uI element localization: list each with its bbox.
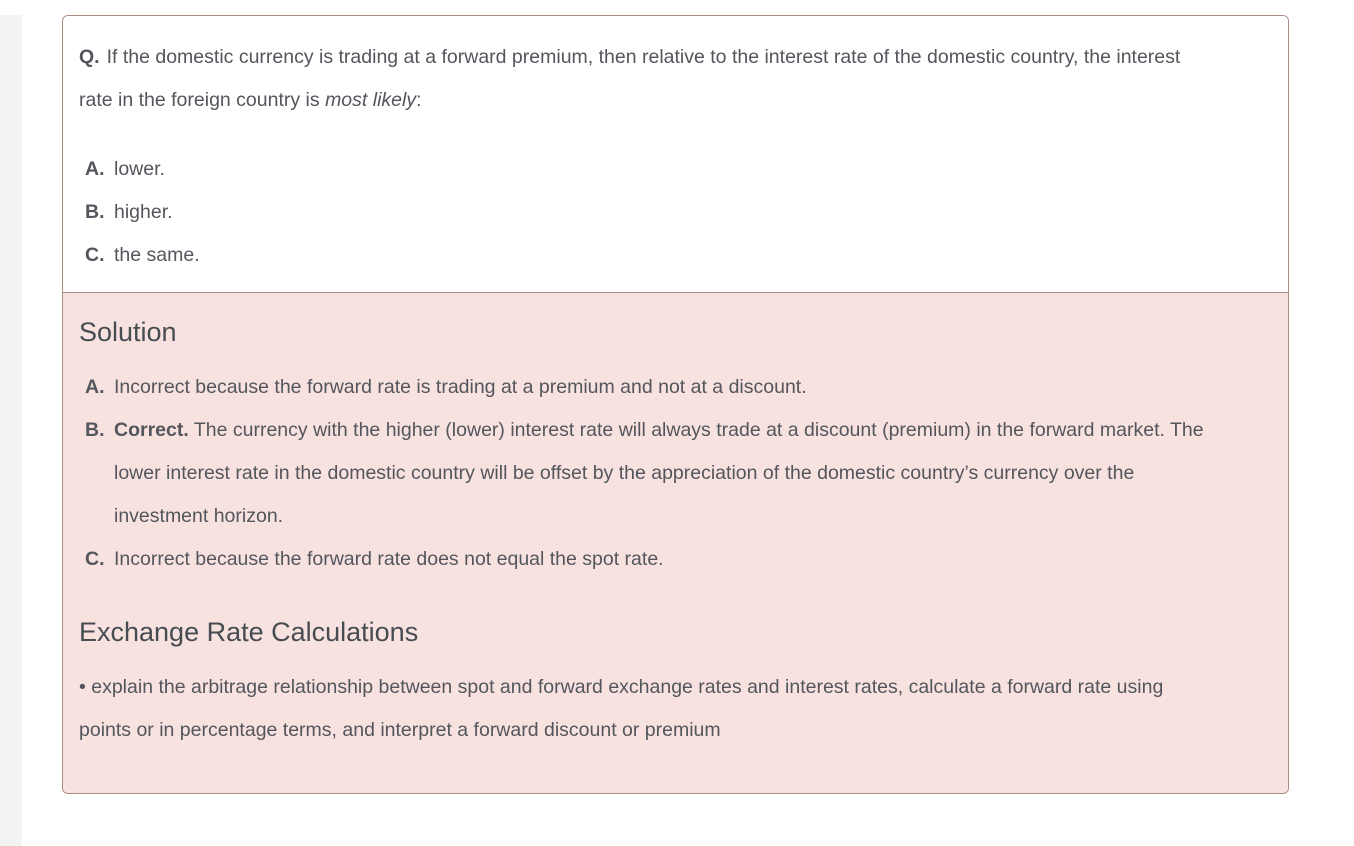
question-italic: most likely <box>325 89 417 111</box>
question-card: Q. If the domestic currency is trading at… <box>62 15 1289 794</box>
solution-answer-b-text: Correct. The currency with the higher (l… <box>114 419 1204 527</box>
question-label: Q. <box>79 46 100 68</box>
question-suffix: : <box>416 89 422 111</box>
option-c-text: the same. <box>114 244 200 266</box>
solution-answer-b-bold: Correct. <box>114 419 189 441</box>
solution-answers: A. Incorrect because the forward rate is… <box>79 366 1272 581</box>
option-c: C. the same. <box>79 234 1272 277</box>
solution-section: Solution A. Incorrect because the forwar… <box>63 292 1288 793</box>
solution-answer-a-text: Incorrect because the forward rate is tr… <box>114 376 807 398</box>
option-b-text: higher. <box>114 201 173 223</box>
solution-answer-a: A. Incorrect because the forward rate is… <box>79 366 1272 409</box>
los-text: • explain the arbitrage relationship bet… <box>79 676 1164 741</box>
solution-answer-b: B. Correct. The currency with the higher… <box>79 409 1272 538</box>
question-text: Q. If the domestic currency is trading at… <box>79 36 1189 122</box>
solution-answer-a-label: A. <box>85 376 105 398</box>
solution-answer-c-label: C. <box>85 548 105 570</box>
solution-answer-c: C. Incorrect because the forward rate do… <box>79 538 1272 581</box>
page-left-gutter <box>0 15 22 846</box>
question-section: Q. If the domestic currency is trading at… <box>63 16 1288 292</box>
solution-answer-b-label: B. <box>85 419 105 441</box>
question-body: If the domestic currency is trading at a… <box>79 46 1181 111</box>
option-a-text: lower. <box>114 158 165 180</box>
solution-heading: Solution <box>79 317 177 347</box>
option-c-label: C. <box>85 244 105 266</box>
option-a-label: A. <box>85 158 105 180</box>
solution-answer-c-text: Incorrect because the forward rate does … <box>114 548 664 570</box>
options-list: A. lower. B. higher. C. the same. <box>79 148 1272 277</box>
option-a: A. lower. <box>79 148 1272 191</box>
option-b: B. higher. <box>79 191 1272 234</box>
los-heading: Exchange Rate Calculations <box>79 617 419 647</box>
option-b-label: B. <box>85 201 105 223</box>
